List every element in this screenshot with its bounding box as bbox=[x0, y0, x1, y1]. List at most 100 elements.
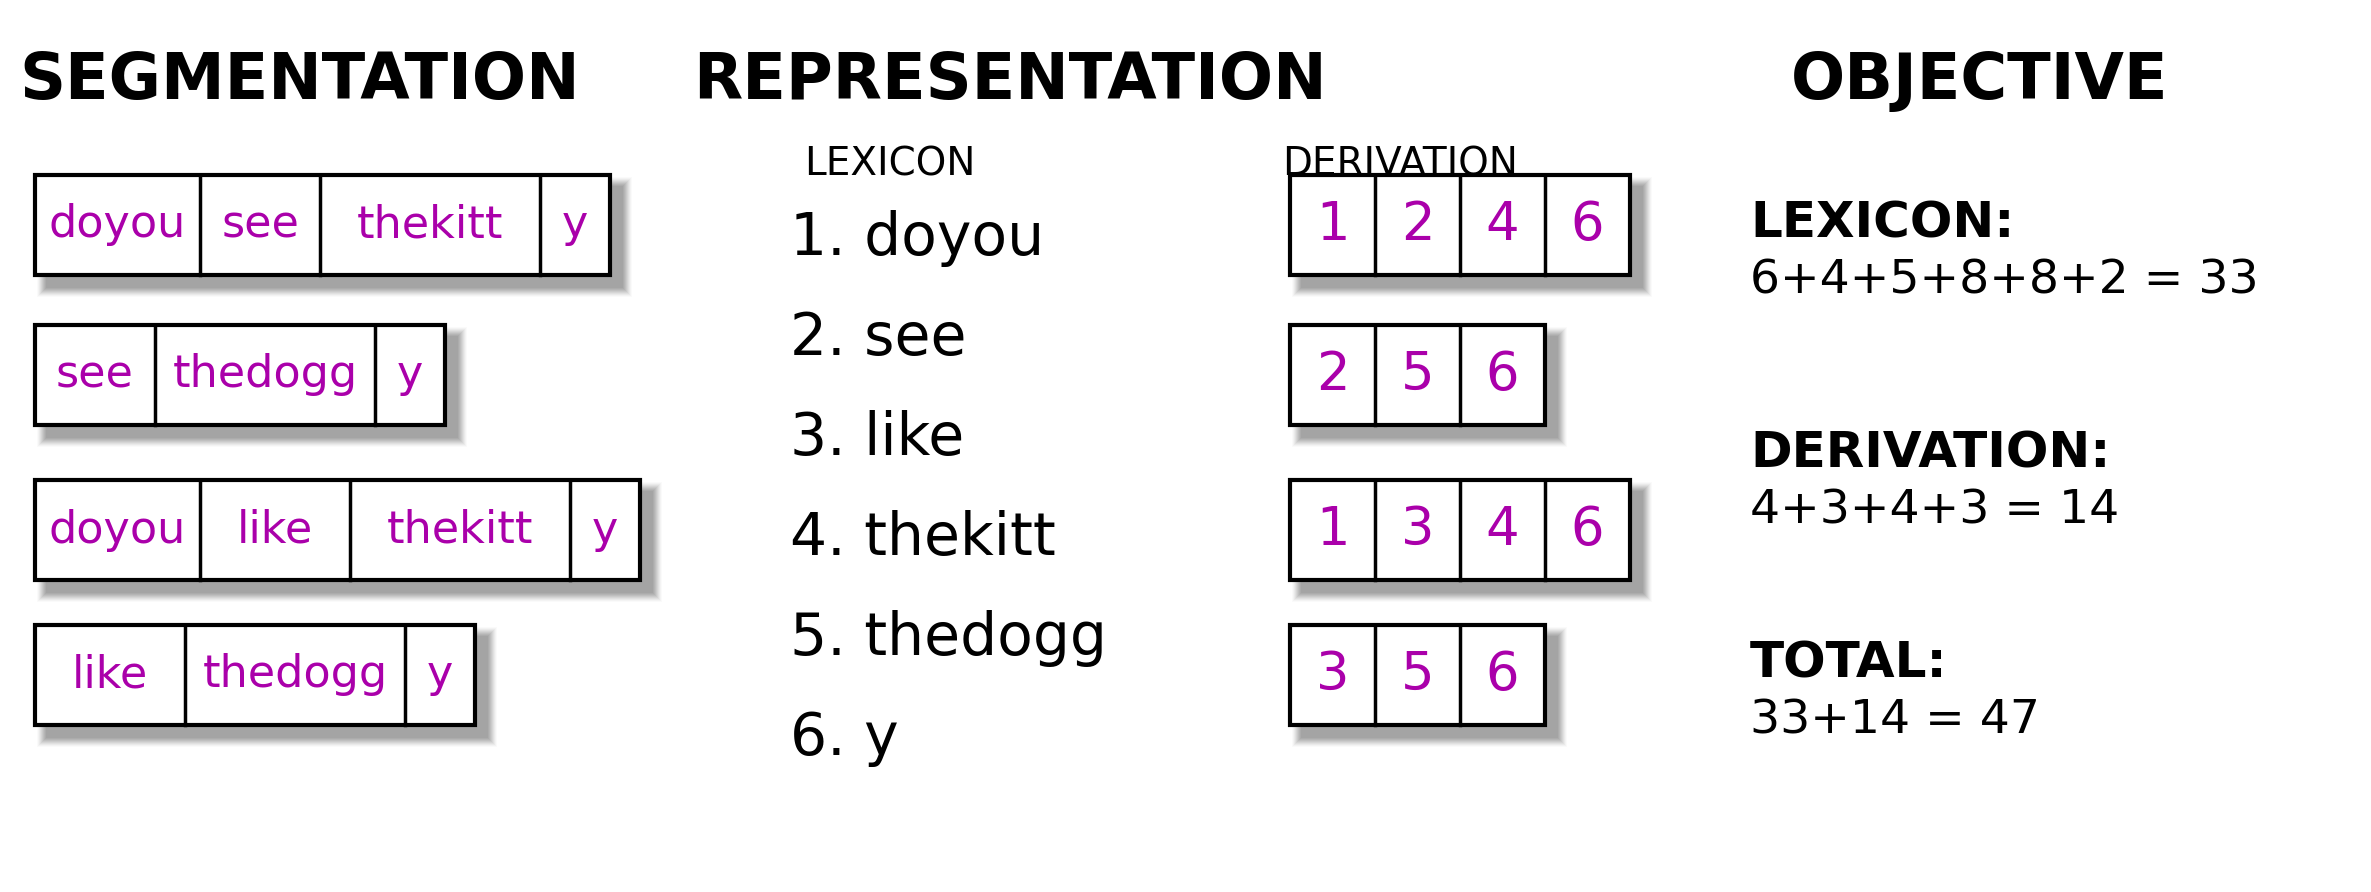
FancyBboxPatch shape bbox=[38, 329, 465, 445]
FancyBboxPatch shape bbox=[1297, 631, 1562, 743]
Text: 4+3+4+3 = 14: 4+3+4+3 = 14 bbox=[1750, 488, 2120, 533]
FancyBboxPatch shape bbox=[40, 181, 628, 293]
Text: thekitt: thekitt bbox=[356, 203, 503, 246]
FancyBboxPatch shape bbox=[1292, 628, 1565, 746]
Text: 6. y: 6. y bbox=[790, 710, 899, 767]
Text: 6+4+5+8+8+2 = 33: 6+4+5+8+8+2 = 33 bbox=[1750, 258, 2260, 303]
FancyBboxPatch shape bbox=[40, 331, 462, 443]
FancyBboxPatch shape bbox=[1292, 483, 1650, 601]
Text: 3: 3 bbox=[1401, 504, 1434, 556]
FancyBboxPatch shape bbox=[1290, 175, 1629, 275]
FancyBboxPatch shape bbox=[1299, 490, 1643, 594]
FancyBboxPatch shape bbox=[1299, 635, 1560, 739]
FancyBboxPatch shape bbox=[1302, 336, 1558, 438]
Text: thedogg: thedogg bbox=[202, 654, 386, 697]
FancyBboxPatch shape bbox=[1299, 634, 1560, 740]
FancyBboxPatch shape bbox=[38, 483, 662, 601]
FancyBboxPatch shape bbox=[43, 182, 626, 292]
FancyBboxPatch shape bbox=[45, 334, 460, 440]
FancyBboxPatch shape bbox=[1297, 182, 1648, 292]
FancyBboxPatch shape bbox=[1295, 630, 1565, 744]
FancyBboxPatch shape bbox=[38, 629, 496, 745]
FancyBboxPatch shape bbox=[1290, 325, 1546, 425]
FancyBboxPatch shape bbox=[1297, 333, 1560, 441]
Text: 1: 1 bbox=[1316, 504, 1349, 556]
Text: REPRESENTATION: REPRESENTATION bbox=[692, 50, 1328, 112]
Text: 3. like: 3. like bbox=[790, 410, 965, 467]
FancyBboxPatch shape bbox=[38, 484, 659, 600]
FancyBboxPatch shape bbox=[1299, 335, 1560, 439]
FancyBboxPatch shape bbox=[36, 175, 609, 275]
FancyBboxPatch shape bbox=[1297, 486, 1648, 598]
Text: thekitt: thekitt bbox=[386, 508, 533, 551]
Text: DERIVATION: DERIVATION bbox=[1283, 145, 1517, 183]
FancyBboxPatch shape bbox=[45, 184, 626, 290]
FancyBboxPatch shape bbox=[1290, 625, 1546, 725]
Text: doyou: doyou bbox=[50, 508, 187, 551]
Text: thedogg: thedogg bbox=[173, 353, 358, 397]
Text: see: see bbox=[57, 353, 133, 397]
FancyBboxPatch shape bbox=[1295, 330, 1565, 444]
Text: y: y bbox=[593, 508, 619, 551]
FancyBboxPatch shape bbox=[40, 630, 493, 744]
FancyBboxPatch shape bbox=[36, 480, 640, 580]
FancyBboxPatch shape bbox=[1302, 186, 1643, 288]
FancyBboxPatch shape bbox=[43, 632, 493, 742]
FancyBboxPatch shape bbox=[40, 330, 465, 444]
FancyBboxPatch shape bbox=[1290, 480, 1629, 580]
FancyBboxPatch shape bbox=[1295, 629, 1565, 745]
FancyBboxPatch shape bbox=[43, 633, 491, 741]
FancyBboxPatch shape bbox=[1297, 181, 1648, 293]
FancyBboxPatch shape bbox=[1297, 331, 1562, 443]
FancyBboxPatch shape bbox=[43, 183, 626, 291]
Text: SEGMENTATION: SEGMENTATION bbox=[19, 50, 581, 112]
FancyBboxPatch shape bbox=[45, 336, 458, 438]
Text: 6: 6 bbox=[1570, 504, 1605, 556]
Text: see: see bbox=[221, 203, 299, 246]
FancyBboxPatch shape bbox=[45, 490, 654, 594]
Text: OBJECTIVE: OBJECTIVE bbox=[1790, 50, 2169, 112]
Text: 5: 5 bbox=[1401, 649, 1434, 701]
FancyBboxPatch shape bbox=[40, 486, 659, 598]
Text: LEXICON:: LEXICON: bbox=[1750, 200, 2015, 248]
FancyBboxPatch shape bbox=[45, 635, 488, 739]
Text: 2. see: 2. see bbox=[790, 310, 967, 367]
FancyBboxPatch shape bbox=[40, 180, 628, 294]
FancyBboxPatch shape bbox=[38, 179, 631, 295]
Text: 2: 2 bbox=[1316, 349, 1349, 401]
FancyBboxPatch shape bbox=[1299, 489, 1645, 595]
FancyBboxPatch shape bbox=[45, 636, 488, 738]
Text: 2: 2 bbox=[1401, 199, 1434, 251]
FancyBboxPatch shape bbox=[43, 487, 657, 597]
FancyBboxPatch shape bbox=[1295, 180, 1648, 294]
FancyBboxPatch shape bbox=[1295, 485, 1648, 599]
Text: 5. thedogg: 5. thedogg bbox=[790, 610, 1107, 667]
Text: like: like bbox=[71, 654, 147, 697]
FancyBboxPatch shape bbox=[38, 328, 467, 446]
FancyBboxPatch shape bbox=[43, 333, 460, 441]
FancyBboxPatch shape bbox=[1299, 185, 1643, 289]
FancyBboxPatch shape bbox=[1297, 633, 1560, 741]
Text: TOTAL:: TOTAL: bbox=[1750, 640, 1947, 688]
Text: LEXICON: LEXICON bbox=[804, 145, 977, 183]
FancyBboxPatch shape bbox=[1295, 329, 1565, 445]
FancyBboxPatch shape bbox=[45, 489, 654, 595]
FancyBboxPatch shape bbox=[1295, 179, 1650, 295]
Text: y: y bbox=[396, 353, 422, 397]
FancyBboxPatch shape bbox=[1302, 491, 1643, 593]
FancyBboxPatch shape bbox=[1297, 632, 1562, 742]
Text: 6: 6 bbox=[1570, 199, 1605, 251]
Text: doyou: doyou bbox=[50, 203, 187, 246]
FancyBboxPatch shape bbox=[45, 491, 652, 593]
FancyBboxPatch shape bbox=[43, 332, 462, 442]
FancyBboxPatch shape bbox=[1297, 332, 1562, 442]
FancyBboxPatch shape bbox=[36, 325, 446, 425]
FancyBboxPatch shape bbox=[43, 488, 657, 596]
Text: like: like bbox=[237, 508, 313, 551]
FancyBboxPatch shape bbox=[1297, 487, 1648, 597]
FancyBboxPatch shape bbox=[45, 335, 460, 439]
Text: 6: 6 bbox=[1487, 649, 1520, 701]
Text: 4: 4 bbox=[1487, 504, 1520, 556]
FancyBboxPatch shape bbox=[45, 634, 491, 740]
Text: 4: 4 bbox=[1487, 199, 1520, 251]
